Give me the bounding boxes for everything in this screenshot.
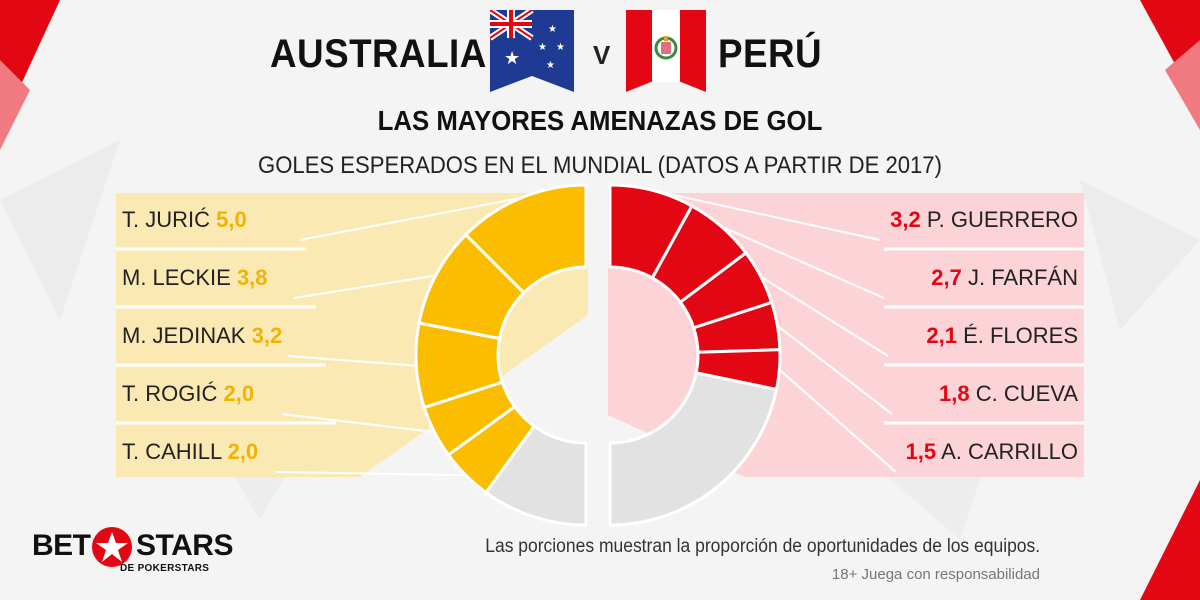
peru-player-value: 1,8: [939, 381, 970, 406]
australia-player-name: T. CAHILL: [122, 439, 222, 464]
svg-text:★: ★: [504, 48, 520, 69]
peru-flag-icon: [626, 10, 706, 92]
australia-player-name: M. LECKIE: [122, 265, 231, 290]
peru-player-name: A. CARRILLO: [941, 439, 1078, 464]
australia-connector-line: [287, 355, 417, 367]
peru-player-name: É. FLORES: [963, 323, 1078, 348]
australia-player-value: 5,0: [216, 207, 247, 232]
australia-connector-line: [275, 471, 466, 477]
australia-player-value: 3,8: [236, 265, 268, 290]
responsible-gaming-note: 18+ Juega con responsabilidad: [831, 566, 1040, 583]
chart-subtitle: LAS MAYORES AMENAZAS DE GOL: [377, 105, 823, 136]
peru-player-name: C. CUEVA: [975, 381, 1078, 406]
peru-connector-line: [760, 275, 889, 357]
logo-stars: STARS: [136, 529, 233, 562]
australia-flag-icon: ★ ★ ★ ★ ★: [490, 10, 574, 92]
svg-text:★: ★: [556, 42, 565, 53]
chart-subsubtitle: GOLES ESPERADOS EN EL MUNDIAL (DATOS A P…: [258, 152, 942, 179]
star-logo-icon: [92, 527, 132, 567]
chart-footnote: Las porciones muestran la proporción de …: [485, 536, 1040, 557]
title-row: AUSTRALIA ★ ★ ★ ★ ★ V PERÚ: [0, 10, 1200, 92]
australia-player-row: M. JEDINAK 3,2: [122, 321, 282, 351]
australia-player-row: T. CAHILL 2,0: [122, 437, 258, 467]
australia-player-name: M. JEDINAK: [122, 323, 246, 348]
australia-connector-line: [293, 274, 436, 299]
svg-text:★: ★: [548, 24, 557, 35]
australia-player-value: 3,2: [251, 323, 283, 348]
peru-player-name: P. GUERRERO: [926, 207, 1078, 232]
corner-accent-left: [0, 60, 30, 150]
corner-accent-right: [1165, 40, 1200, 130]
peru-connector-line: [778, 368, 897, 473]
svg-text:★: ★: [538, 42, 547, 53]
peru-connector-line: [776, 324, 893, 415]
team-left-title: AUSTRALIA: [270, 32, 487, 76]
peru-player-row: 2,7 J. FARFÁN: [931, 263, 1078, 293]
australia-player-value: 2,0: [227, 439, 259, 464]
logo-subtitle: DE POKERSTARS: [120, 563, 210, 574]
peru-slice-rest: [608, 371, 779, 527]
corner-accent-bottom-right: [1140, 480, 1200, 600]
australia-player-row: M. LECKIE 3,8: [122, 263, 268, 293]
svg-text:★: ★: [546, 60, 555, 71]
peru-connector-line: [721, 225, 885, 299]
australia-player-name: T. ROGIĆ: [122, 381, 218, 406]
peru-connector-line: [652, 189, 881, 241]
peru-player-value: 2,7: [931, 265, 962, 290]
peru-player-row: 3,2 P. GUERRERO: [890, 205, 1078, 235]
peru-player-value: 2,1: [926, 323, 957, 348]
australia-connector-line: [281, 413, 435, 434]
peru-player-row: 2,1 É. FLORES: [926, 321, 1078, 351]
peru-player-value: 1,5: [905, 439, 937, 464]
betstars-logo: BET STARS DE POKERSTARS: [32, 527, 233, 577]
logo-bet: BET: [32, 529, 91, 562]
australia-player-row: T. JURIĆ 5,0: [122, 205, 247, 235]
team-right-title: PERÚ: [718, 32, 823, 76]
peru-player-value: 3,2: [890, 207, 921, 232]
australia-player-value: 2,0: [223, 381, 255, 406]
australia-player-row: T. ROGIĆ 2,0: [122, 379, 254, 409]
peru-player-name: J. FARFÁN: [967, 265, 1078, 290]
australia-connector-line: [299, 196, 522, 241]
versus-label: V: [593, 40, 611, 70]
australia-player-name: T. JURIĆ: [122, 207, 210, 232]
peru-player-row: 1,8 C. CUEVA: [939, 379, 1078, 409]
australia-slice-rest: [483, 424, 588, 527]
peru-player-row: 1,5 A. CARRILLO: [906, 437, 1078, 467]
